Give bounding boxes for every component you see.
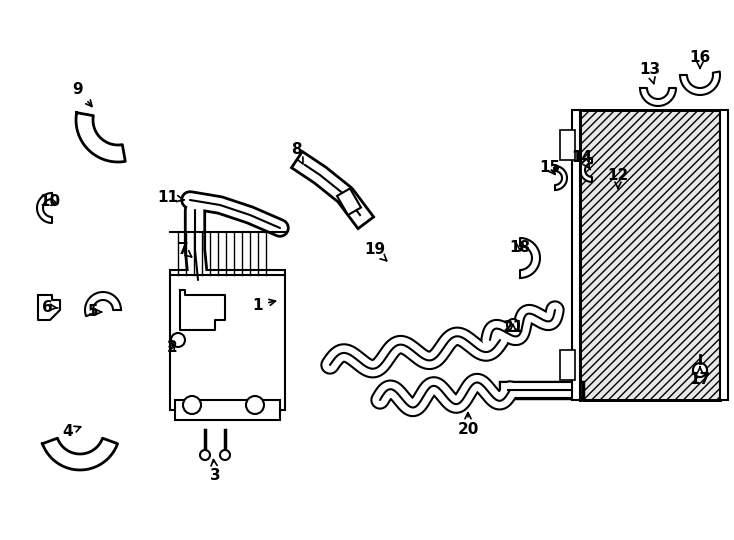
Text: 4: 4 bbox=[62, 424, 81, 440]
Text: 5: 5 bbox=[87, 305, 101, 320]
Text: 10: 10 bbox=[40, 194, 61, 210]
Polygon shape bbox=[180, 290, 225, 330]
Polygon shape bbox=[680, 71, 720, 95]
Text: 21: 21 bbox=[502, 321, 523, 335]
Text: 14: 14 bbox=[572, 150, 592, 170]
Text: 19: 19 bbox=[365, 242, 387, 261]
Bar bbox=[560, 350, 575, 380]
Text: 3: 3 bbox=[210, 460, 220, 483]
Circle shape bbox=[200, 450, 210, 460]
Bar bbox=[560, 130, 575, 160]
Bar bbox=[572, 110, 580, 400]
Bar bbox=[720, 110, 728, 400]
Text: 1: 1 bbox=[252, 298, 275, 313]
Text: 17: 17 bbox=[689, 367, 711, 388]
Text: 20: 20 bbox=[457, 413, 479, 437]
Polygon shape bbox=[520, 238, 540, 278]
Circle shape bbox=[220, 450, 230, 460]
Text: 12: 12 bbox=[607, 167, 628, 188]
Polygon shape bbox=[43, 438, 117, 470]
Text: 13: 13 bbox=[639, 63, 661, 84]
Circle shape bbox=[171, 333, 185, 347]
Polygon shape bbox=[76, 113, 126, 162]
Circle shape bbox=[507, 319, 519, 331]
Polygon shape bbox=[38, 295, 60, 320]
Polygon shape bbox=[640, 88, 676, 106]
Bar bbox=[175, 400, 280, 420]
Bar bbox=[580, 110, 720, 400]
Text: 15: 15 bbox=[539, 160, 561, 176]
Text: 18: 18 bbox=[509, 240, 531, 254]
Text: 11: 11 bbox=[158, 190, 184, 205]
Polygon shape bbox=[555, 166, 567, 190]
Polygon shape bbox=[85, 292, 121, 316]
Circle shape bbox=[246, 396, 264, 414]
Circle shape bbox=[183, 396, 201, 414]
Text: 7: 7 bbox=[178, 242, 192, 258]
Polygon shape bbox=[580, 158, 592, 182]
Bar bbox=[170, 270, 285, 410]
Text: 16: 16 bbox=[689, 50, 711, 68]
Text: 6: 6 bbox=[42, 300, 58, 314]
Polygon shape bbox=[37, 193, 52, 223]
Circle shape bbox=[693, 363, 707, 377]
Bar bbox=[580, 110, 720, 400]
Text: 9: 9 bbox=[73, 83, 92, 106]
Bar bbox=[337, 188, 361, 215]
Text: 8: 8 bbox=[291, 143, 303, 164]
Text: 2: 2 bbox=[167, 341, 178, 355]
